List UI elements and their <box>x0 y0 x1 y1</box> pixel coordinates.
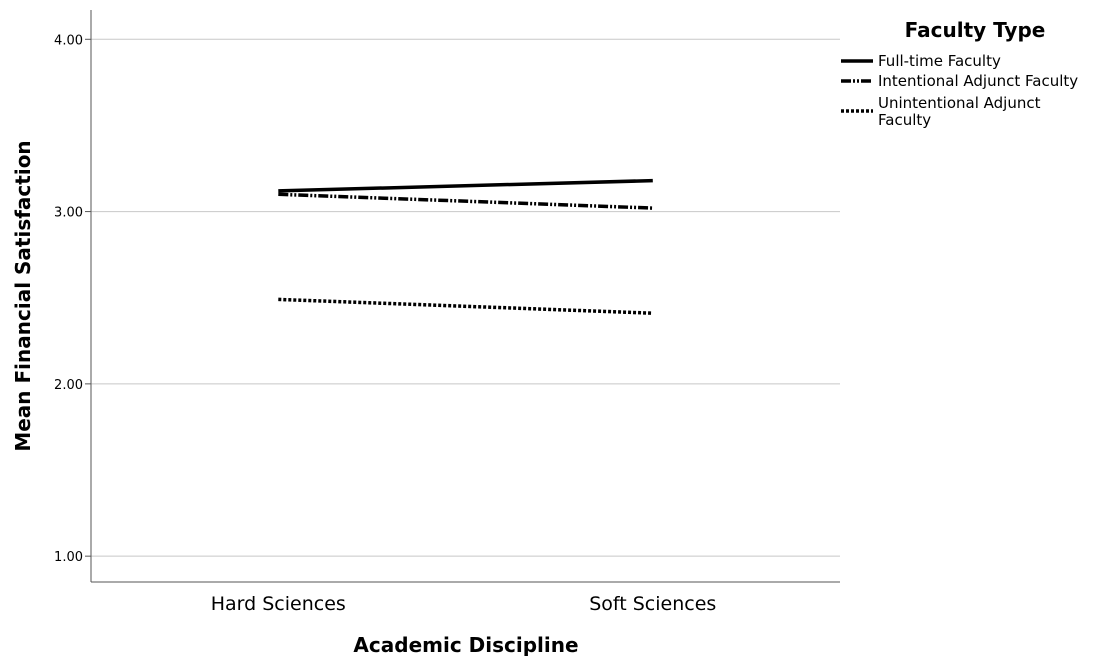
series-line-3 <box>278 297 653 315</box>
series-line-1 <box>278 178 653 193</box>
x-tick-label: Hard Sciences <box>211 593 346 615</box>
legend: Faculty Type Full-time Faculty Intentiona… <box>841 18 1078 129</box>
x-axis-title: Academic Discipline <box>353 633 578 656</box>
gridlines <box>91 38 840 557</box>
legend-label-1: Full-time Faculty <box>878 52 1001 70</box>
y-axis-title: Mean Financial Satisfaction <box>11 140 35 451</box>
series-lines <box>278 178 653 315</box>
x-axis-ticks: Hard Sciences Soft Sciences <box>211 593 717 615</box>
y-tick-label: 1.00 <box>54 550 83 565</box>
series-line-2 <box>278 192 653 210</box>
legend-label-2: Intentional Adjunct Faculty <box>878 72 1078 90</box>
x-tick-label: Soft Sciences <box>589 593 716 615</box>
y-tick-label: 4.00 <box>54 33 83 48</box>
y-axis-ticks: 1.00 2.00 3.00 4.00 <box>54 33 91 565</box>
legend-title: Faculty Type <box>905 18 1046 42</box>
y-tick-label: 2.00 <box>54 378 83 393</box>
y-tick-label: 3.00 <box>54 206 83 221</box>
legend-label-3: Unintentional Adjunct Faculty <box>878 94 1041 129</box>
